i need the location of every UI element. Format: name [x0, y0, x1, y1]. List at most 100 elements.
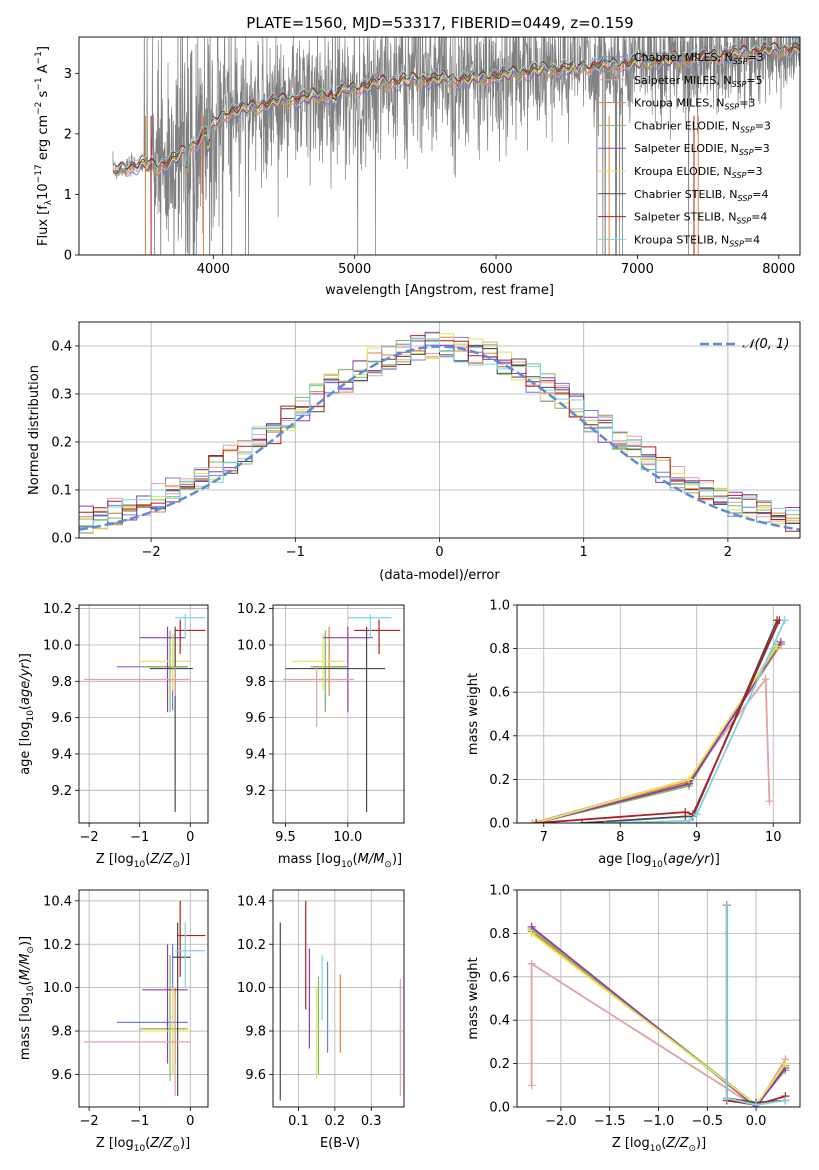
series-point-kroupa-stelib [722, 1094, 731, 1103]
age_vs_Z-plot [84, 614, 206, 813]
y-label-part: −1 [34, 77, 44, 90]
legend-tail: =3 [739, 97, 755, 110]
x-tick-label: 9.5 [275, 830, 296, 845]
weight_vs_age-axes: 7 8 9 10 0.0 0.2 0.4 0.6 0.8 1.0 [489, 599, 800, 845]
axis-label-part: ( [661, 1136, 666, 1151]
age-vs-z-y-axis-label: age [log10(age/yr)] [18, 653, 36, 775]
x-tick-label: 0.2 [325, 1114, 346, 1129]
y-label-part: −17 [34, 164, 44, 183]
series-line-kroupa-stelib [604, 619, 786, 823]
series-line-chabrier-stelib [581, 619, 778, 823]
mass_vs_ebv-plot [279, 900, 401, 1101]
y-tick-label: 0.6 [489, 970, 510, 985]
x-tick-label: 1 [580, 545, 588, 560]
series-line-salpeter-miles [532, 676, 771, 823]
y-tick-label: 10.4 [43, 894, 72, 909]
axis-label-part: ⊙ [26, 946, 36, 954]
residuals-axes: −2 −1 0 1 2 0.0 0.1 0.2 0.3 0.4 [51, 322, 800, 560]
residuals-x-axis-label: (data-model)/error [379, 568, 500, 583]
y-tick-label: 0.6 [489, 686, 510, 701]
x-tick-label: −1.5 [594, 1114, 626, 1129]
x-tick-label: 10 [765, 830, 782, 845]
legend-entry: Chabrier ELODIE, NSSP=3 [634, 119, 771, 134]
x-tick-label: 7000 [621, 262, 654, 277]
axis-label-part: 10 [650, 1144, 662, 1154]
x-tick-label: −0.5 [692, 1114, 724, 1129]
y-tick-label: 10.4 [237, 894, 266, 909]
weight_vs_age-frame [516, 604, 801, 824]
spectrum-frame [78, 36, 801, 256]
y-label-part: Flux [f [36, 205, 51, 246]
series-point-kroupa-stelib [685, 816, 694, 823]
y-tick-label: 0.4 [51, 340, 72, 355]
legend-sub: SSP [732, 80, 747, 89]
legend-entry: Kroupa MILES, NSSP=3 [634, 97, 755, 112]
axis-label-part: ( [353, 852, 358, 867]
axis-label-part: Z [log [96, 1136, 134, 1151]
legend-tail: =3 [746, 165, 762, 178]
weight-vs-age-y-axis-label: mass weight [466, 673, 481, 755]
series-line-kroupa-elodie [535, 645, 778, 823]
series-line-kroupa-stelib [725, 905, 786, 1106]
y-tick-label: 0.3 [51, 388, 72, 403]
figure-title: PLATE=1560, MJD=53317, FIBERID=0449, z=0… [246, 14, 633, 32]
series-point-kroupa-stelib [780, 616, 789, 625]
series-point-kroupa-stelib [781, 1096, 790, 1105]
x-tick-label: 6000 [480, 262, 513, 277]
axis-label-part: ( [663, 852, 668, 867]
axis-label-part: )] [392, 852, 402, 867]
x-tick-label: 5000 [338, 262, 371, 277]
mass_vs_Z-plot [84, 900, 206, 1097]
y-tick-label: 0.4 [489, 729, 510, 744]
axis-label-part: Z/Z [665, 1136, 689, 1151]
y-tick-label: 9.6 [245, 711, 266, 726]
axis-label-part: 10 [134, 860, 146, 870]
axis-label-part: )] [18, 653, 33, 663]
y-tick-label: 9.6 [51, 711, 72, 726]
legend-label: Salpeter ELODIE, N [634, 142, 739, 155]
axis-label-part: 10 [26, 985, 36, 997]
spectrum-model-line-salpeter-miles [112, 48, 800, 177]
weight_vs_Z-frame [516, 889, 801, 1108]
x-tick-label: 0 [186, 830, 194, 845]
series-point-kroupa-stelib [752, 1100, 761, 1107]
age-vs-mass-x-axis-label: mass [log10(M/M⊙)] [278, 852, 402, 870]
y-tick-label: 10.2 [43, 938, 72, 953]
axis-label-part: )] [180, 852, 190, 867]
x-tick-label: 0 [435, 545, 443, 560]
axis-label-part: ( [18, 705, 33, 710]
legend-label: Chabrier STELIB, N [634, 188, 738, 201]
y-tick-label: 9.2 [245, 784, 266, 799]
y-tick-label: 9.6 [245, 1068, 266, 1083]
spectrum-model-line-kroupa-miles [112, 45, 800, 177]
axis-label-part: M/M [18, 954, 33, 981]
legend-label: Kroupa ELODIE, N [634, 165, 732, 178]
y-tick-label: 10.2 [43, 602, 72, 617]
y-tick-label: 0.0 [489, 817, 510, 832]
x-tick-label: −2 [80, 1114, 99, 1129]
weight_vs_Z-plot [527, 901, 790, 1107]
axis-label-part: M/M [358, 852, 385, 867]
series-point-salpeter-stelib [532, 819, 541, 823]
mass-vs-ebv-x-axis-label: E(B-V) [320, 1136, 360, 1151]
axis-label-part: 10 [341, 860, 353, 870]
x-tick-label: −2 [80, 830, 99, 845]
x-tick-label: −1.0 [643, 1114, 675, 1129]
y-label-part: A [36, 64, 51, 77]
legend-sub: SSP [739, 148, 754, 157]
y-tick-label: 0.8 [489, 927, 510, 942]
spectrum-model-line-salpeter-stelib [112, 42, 800, 170]
legend-label: Chabrier ELODIE, N [634, 119, 740, 132]
series-point-salpeter-miles [527, 1081, 536, 1090]
axis-label-part: Z [log [612, 1136, 650, 1151]
age-vs-z-x-axis-label: Z [log10(Z/Z⊙)] [96, 852, 190, 870]
legend-entry: Salpeter ELODIE, NSSP=3 [634, 142, 770, 157]
x-tick-label: 10.0 [333, 830, 362, 845]
y-tick-label: 10.0 [43, 981, 72, 996]
weight-vs-Z-y-axis-label: mass weight [466, 957, 481, 1039]
series-line-salpeter-stelib [536, 619, 781, 823]
axis-label-part: age/yr [668, 852, 711, 867]
axis-label-part: age/yr [18, 662, 33, 705]
y-tick-label: 9.8 [51, 675, 72, 690]
